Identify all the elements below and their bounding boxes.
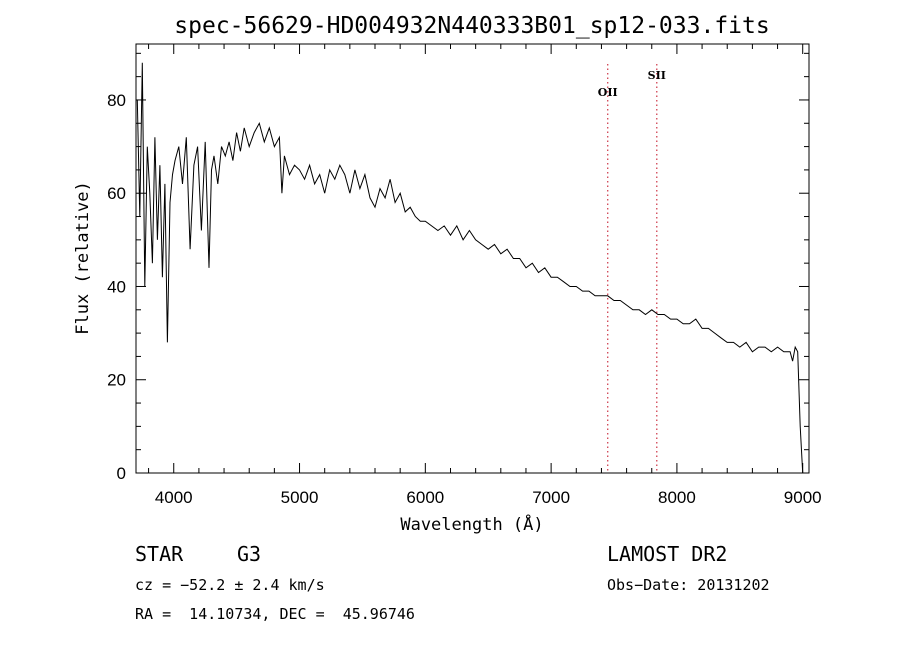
survey-name: LAMOST DR2	[607, 542, 728, 566]
y-tick-label: 40	[107, 277, 126, 296]
spectrum-line	[136, 62, 804, 474]
chart-title: spec-56629-HD004932N440333B01_sp12-033.f…	[174, 13, 769, 39]
x-tick-label: 4000	[155, 488, 193, 507]
x-tick-label: 8000	[658, 488, 696, 507]
x-axis-title: Wavelength (Å)	[400, 513, 543, 535]
plot-frame	[135, 43, 810, 474]
y-tick-label: 0	[117, 464, 126, 483]
line-annotations: OII SII	[598, 64, 666, 473]
x-tick-label: 6000	[406, 488, 444, 507]
y-tick-label: 60	[107, 184, 126, 203]
annotation-label: OII	[598, 86, 618, 99]
x-tick-label: 5000	[281, 488, 319, 507]
x-tick-label: 7000	[532, 488, 570, 507]
y-tick-label: 20	[107, 371, 126, 390]
observation-date: Obs−Date: 20131202	[607, 576, 770, 594]
annotation-label: SII	[648, 69, 666, 82]
x-tick-label: 9000	[784, 488, 822, 507]
y-tick-label: 80	[107, 91, 126, 110]
y-axis-title: Flux (relative)	[73, 181, 93, 335]
coordinates-readout: RA = 14.10734, DEC = 45.96746	[135, 605, 415, 623]
object-subclass: G3	[237, 542, 262, 566]
axis-ticks: 4000 5000 6000 7000 8000 9000 0 20 40 60 80	[107, 44, 822, 507]
redshift-readout: cz = −52.2 ± 2.4 km/s	[135, 576, 325, 594]
object-class: STAR	[135, 542, 184, 566]
